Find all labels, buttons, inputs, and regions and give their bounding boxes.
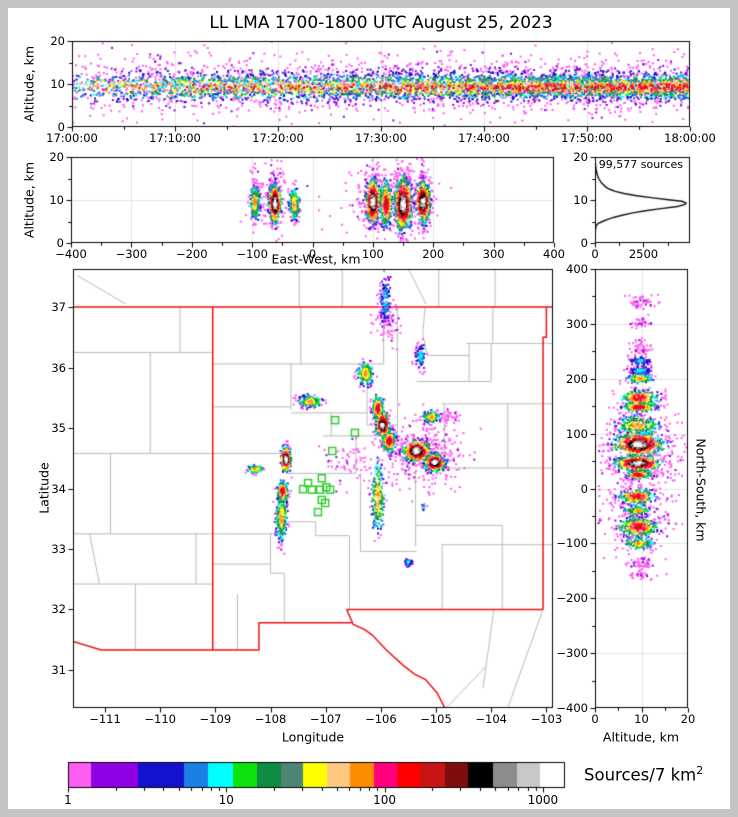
- tick-label: 10: [49, 193, 64, 207]
- tick-label: −100: [236, 247, 268, 261]
- tick-label: 200: [422, 247, 445, 261]
- tick-label: 20: [680, 712, 696, 726]
- tick-label: 300: [482, 247, 505, 261]
- colorbar-tick-label: 10: [218, 793, 234, 807]
- colorbar-label: Sources/7 km2: [584, 764, 703, 785]
- tick-label: 400: [566, 262, 588, 276]
- colorbar-canvas: [56, 750, 577, 808]
- tick-label: 36: [51, 360, 66, 375]
- tick-label: −200: [556, 591, 588, 606]
- tick-label: −108: [254, 712, 287, 726]
- tick-label: 17:20:00: [252, 131, 304, 145]
- tick-label: 20: [49, 150, 64, 164]
- tick-label: 35: [51, 421, 66, 436]
- tick-label: 17:50:00: [561, 131, 613, 145]
- tick-label: −400: [55, 247, 87, 261]
- tick-label: −104: [475, 712, 507, 726]
- tick-label: 32: [51, 602, 66, 617]
- map-ylabel: Latitude: [36, 462, 52, 514]
- north-south-xlabel: Altitude, km: [602, 729, 680, 745]
- tick-label: 31: [51, 662, 66, 677]
- tick-label: 0: [308, 247, 317, 261]
- tick-label: 0: [56, 236, 64, 250]
- tick-label: −400: [556, 701, 588, 715]
- tick-label: 33: [51, 541, 66, 556]
- figure-title: LL LMA 1700-1800 UTC August 25, 2023: [209, 13, 553, 33]
- colorbar-label-exponent: 2: [696, 764, 704, 777]
- tick-label: 17:40:00: [458, 131, 510, 145]
- tick-label: 0: [591, 247, 599, 261]
- tick-label: −111: [89, 712, 121, 726]
- tick-label: 0: [580, 481, 588, 496]
- tick-label: −100: [556, 536, 588, 551]
- colorbar-tick-label: 1: [64, 793, 72, 807]
- map-xlabel: Longitude: [281, 729, 345, 745]
- tick-label: 17:10:00: [149, 131, 201, 145]
- tick-label: 20: [50, 34, 65, 48]
- tick-label: 0: [580, 236, 588, 250]
- tick-label: 400: [543, 247, 565, 261]
- tick-label: −106: [365, 712, 397, 726]
- tick-label: 37: [51, 300, 66, 315]
- colorbar-tick-label: 100: [373, 793, 397, 807]
- east-west-canvas: [59, 145, 566, 255]
- tick-label: 10: [634, 712, 649, 726]
- time-height-canvas: [60, 29, 702, 139]
- time-height-ylabel: Altitude, km: [21, 45, 37, 123]
- tick-label: 34: [51, 481, 66, 496]
- north-south-ylabel: North-South, km: [693, 438, 709, 542]
- tick-label: 2500: [628, 247, 659, 261]
- east-west-xlabel: East-West, km: [271, 251, 361, 267]
- colorbar-tick-label: 1000: [527, 793, 559, 807]
- tick-label: 17:30:00: [355, 131, 407, 145]
- tick-label: 20: [573, 150, 588, 164]
- tick-label: −105: [420, 712, 452, 726]
- tick-label: 300: [566, 316, 588, 331]
- tick-label: −107: [309, 712, 342, 726]
- north-south-canvas: [583, 257, 700, 720]
- tick-label: −103: [530, 712, 563, 726]
- source-count-annotation: 99,577 sources: [598, 158, 683, 171]
- tick-label: 10: [573, 193, 588, 207]
- tick-label: 10: [50, 77, 65, 91]
- tick-label: −110: [144, 712, 176, 726]
- tick-label: 100: [361, 247, 384, 261]
- tick-label: 200: [566, 371, 588, 386]
- altitude-histogram-canvas: [583, 145, 702, 255]
- tick-label: −200: [175, 247, 208, 261]
- tick-label: −109: [199, 712, 232, 726]
- tick-label: 0: [57, 120, 65, 134]
- colorbar-label-text: Sources/7 km: [584, 765, 697, 785]
- tick-label: 17:00:00: [46, 131, 98, 145]
- tick-label: 0: [591, 712, 599, 726]
- tick-label: −300: [115, 247, 148, 261]
- tick-label: 100: [566, 426, 588, 441]
- east-west-ylabel: Altitude, km: [21, 161, 37, 239]
- tick-label: 18:00:00: [664, 131, 716, 145]
- tick-label: −300: [556, 646, 588, 661]
- plan-map-canvas: [61, 257, 565, 720]
